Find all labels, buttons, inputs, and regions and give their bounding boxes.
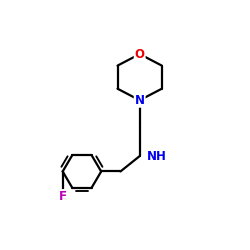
Text: O: O [135, 48, 145, 60]
Text: N: N [135, 94, 145, 107]
Text: F: F [59, 190, 67, 203]
Text: NH: NH [146, 150, 166, 162]
